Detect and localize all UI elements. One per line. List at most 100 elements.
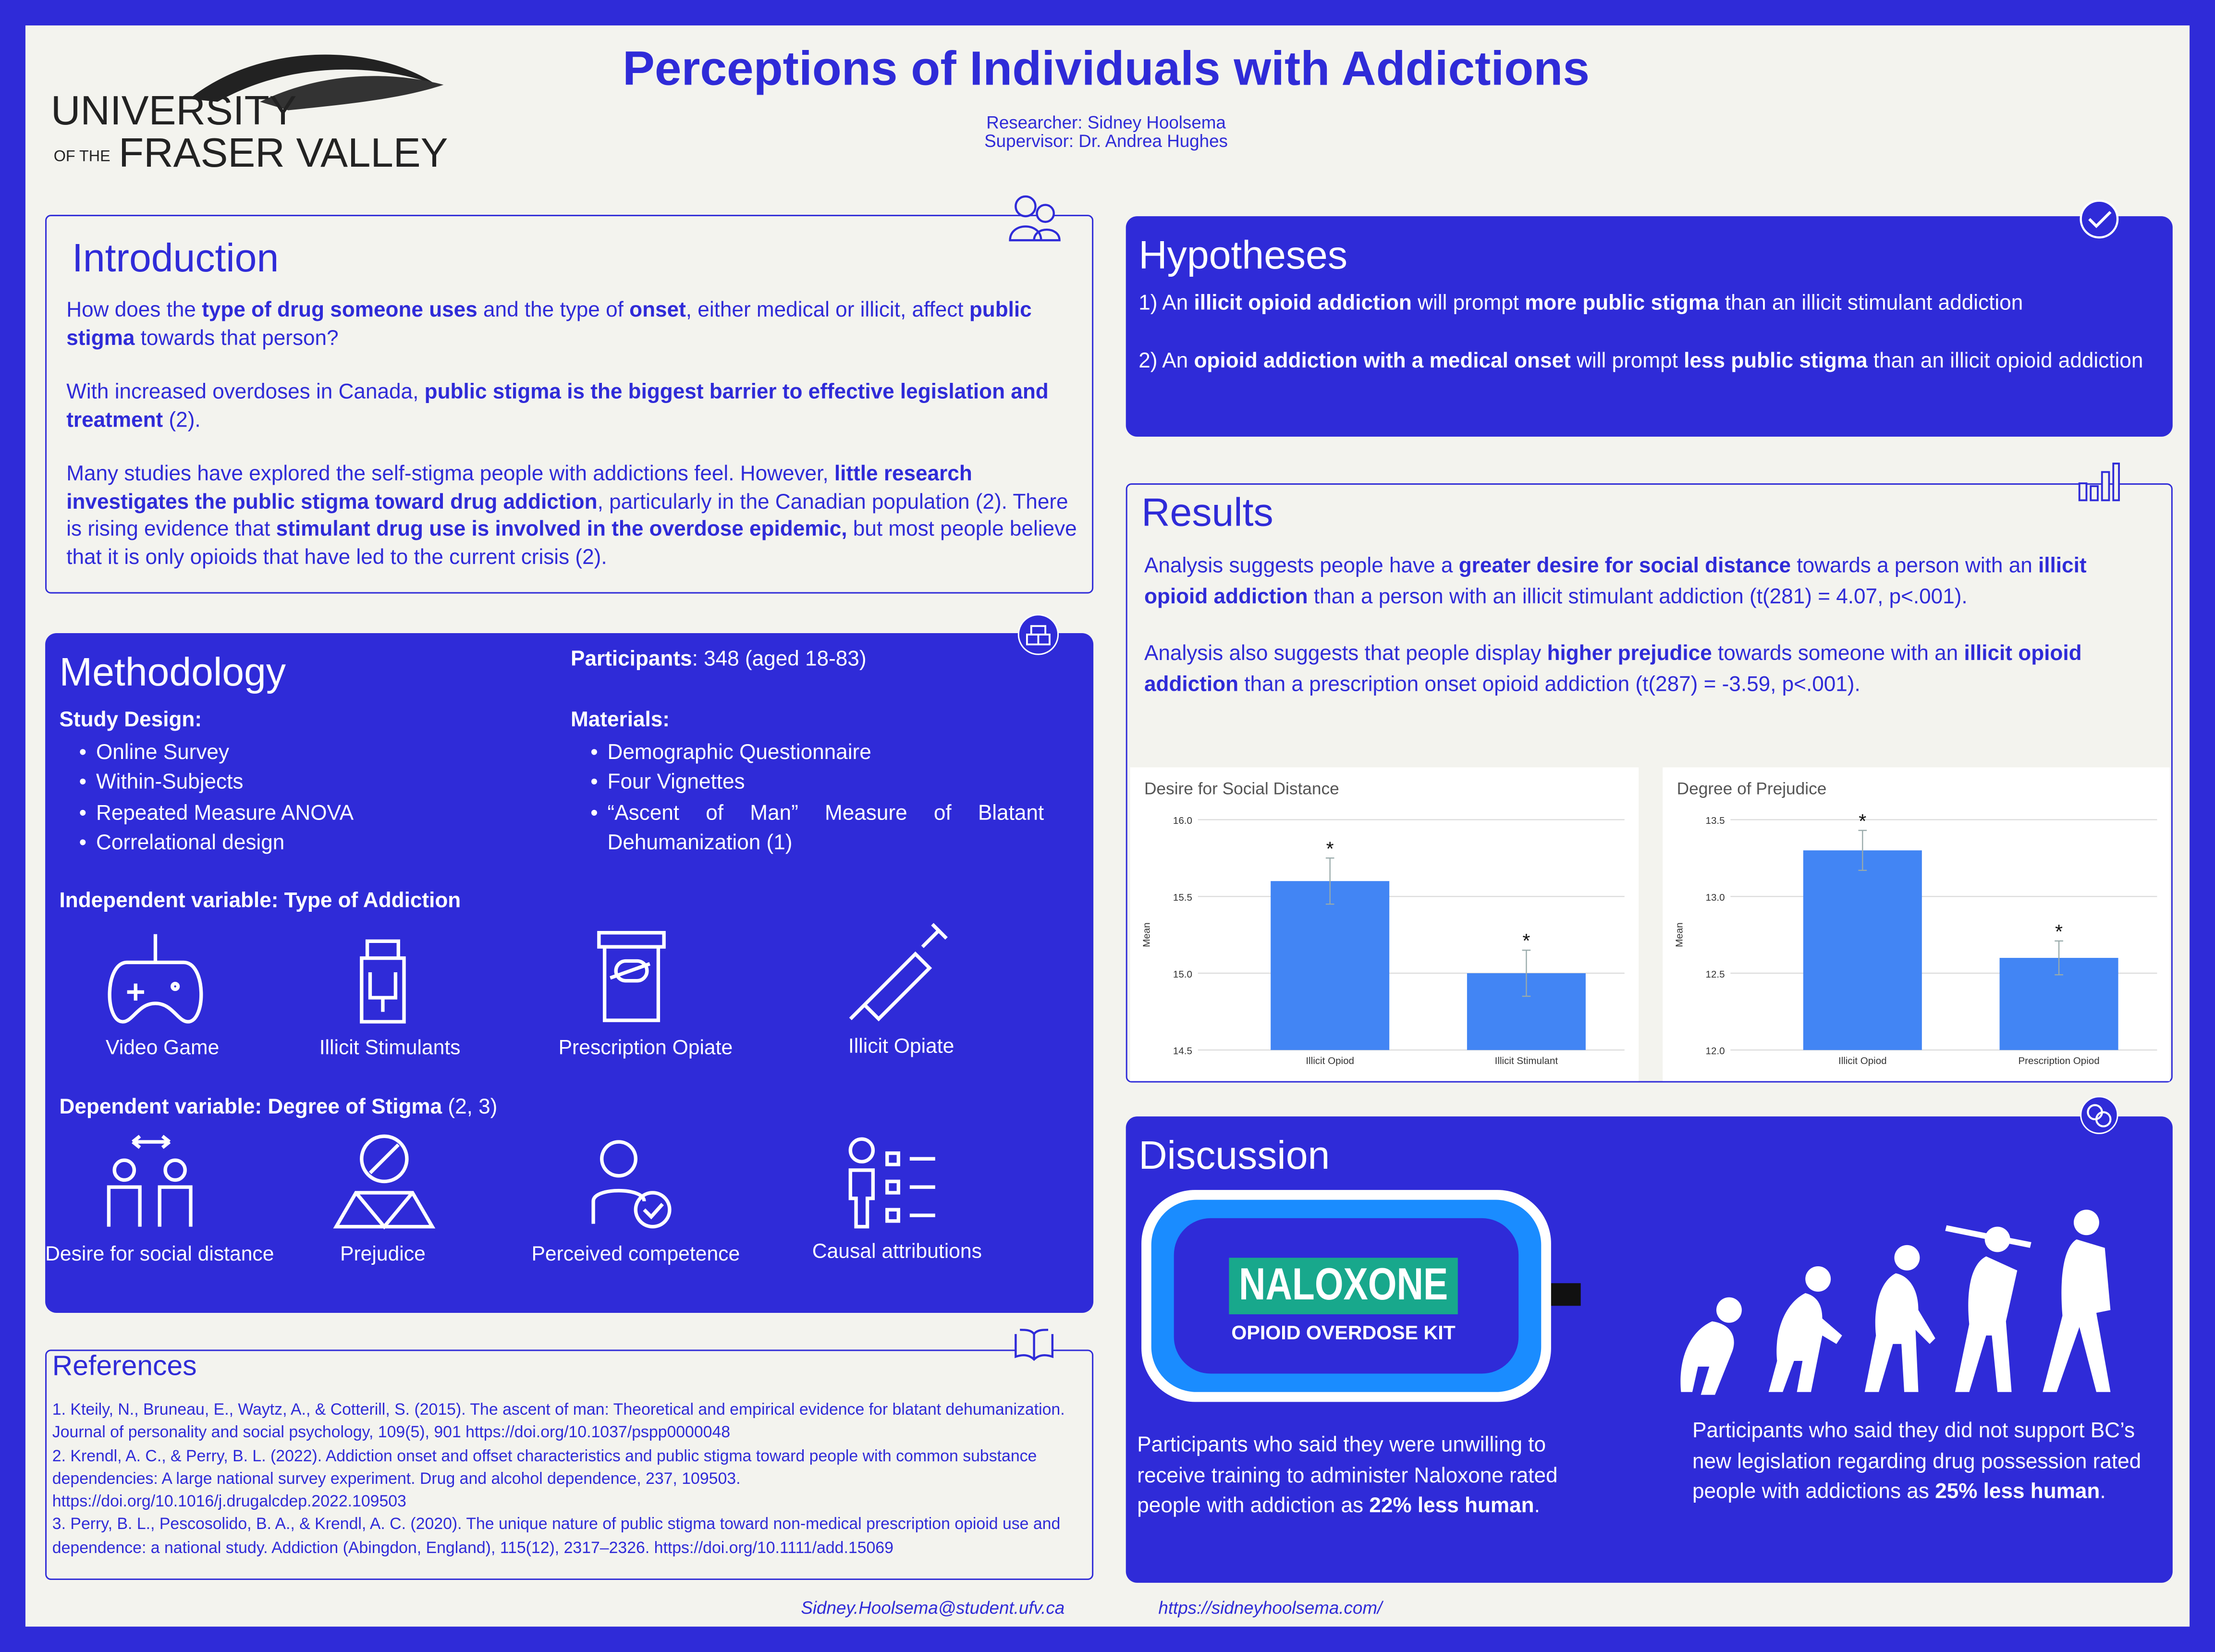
bold-text: illicit opioid addiction	[1144, 554, 2087, 609]
list-item: “Ascent of Man” Measure of Blatant Dehum…	[590, 798, 1044, 859]
figure	[1864, 1245, 1935, 1392]
x-tick-label: Illicit Stimulant	[1495, 1055, 1558, 1066]
references-box: References 1. Kteily, N., Bruneau, E., W…	[45, 1349, 1094, 1580]
text: How does the	[66, 298, 202, 322]
y-tick-label: 13.5	[1706, 815, 1725, 826]
text: .	[1534, 1493, 1540, 1518]
icon-gamepad	[108, 934, 203, 1024]
kit-tab	[1549, 1283, 1581, 1306]
text: With increased overdoses in Canada,	[66, 380, 425, 404]
iv-label: Illicit Stimulants	[319, 1037, 461, 1060]
materials: Materials: Demographic QuestionnaireFour…	[571, 707, 1044, 858]
heading: Materials:	[571, 708, 670, 732]
list-item: Within-Subjects	[79, 767, 539, 797]
error-bar	[1522, 949, 1531, 997]
logo-line: OF THE	[54, 147, 110, 164]
heading: Study Design:	[59, 708, 202, 732]
significance-mark: *	[1859, 810, 1866, 832]
icon-competence	[643, 1203, 664, 1220]
text: , particularly in the Canadian populatio…	[66, 489, 1068, 541]
researcher: Researcher: Sidney Hoolsema	[986, 113, 1226, 133]
bold-text: greater desire for social distance	[1458, 554, 1791, 578]
bar	[1271, 881, 1390, 1050]
icon-check	[2080, 199, 2119, 239]
icon-attributions	[848, 1137, 875, 1163]
paragraph: Participants who said they did not suppo…	[1692, 1416, 2152, 1507]
y-tick-label: 15.0	[1173, 969, 1192, 980]
bold-text: less public stigma	[1684, 348, 1868, 373]
paragraph: Analysis suggests people have a greater …	[1144, 551, 2147, 612]
paragraph: Many studies have explored the self-stig…	[66, 461, 1083, 571]
list-item: Online Survey	[79, 737, 539, 767]
y-tick-label: 15.5	[1173, 892, 1192, 903]
icon-gamepad	[171, 981, 180, 991]
figure	[1945, 1225, 2031, 1392]
email[interactable]: Sidney.Hoolsema@student.ufv.ca	[801, 1598, 1065, 1618]
section-title: Introduction	[72, 236, 279, 280]
bold-text: higher prejudice	[1547, 641, 1712, 666]
list-item: Correlational design	[79, 828, 539, 858]
bold-text: onset	[629, 298, 686, 322]
intro-text: How does the type of drug someone uses a…	[66, 297, 1083, 598]
iv-label: Prescription Opiate	[558, 1037, 733, 1060]
list-item: Repeated Measure ANOVA	[79, 798, 539, 828]
method-icons	[107, 923, 948, 1230]
text: , either medical or illicit, affect	[685, 298, 969, 322]
y-axis-label: Mean	[1141, 922, 1152, 947]
title: Perceptions of Individuals with Addictio…	[623, 42, 1590, 97]
logo-swoosh	[189, 54, 437, 102]
y-tick-label: 14.5	[1173, 1046, 1192, 1057]
heading: Independent variable: Type of Addiction	[59, 889, 461, 913]
bold-text: 22% less human	[1369, 1493, 1534, 1518]
hypotheses-text: 1) An illicit opioid addiction will prom…	[1138, 288, 2155, 403]
icon-pills	[597, 930, 666, 1022]
discussion-box: Discussion NALOXONE OPIOID OVERDOSE KIT …	[1126, 1116, 2173, 1583]
text: than an illicit opioid addiction	[1867, 348, 2143, 373]
text: towards someone with an	[1712, 641, 1964, 666]
significance-mark: *	[1522, 930, 1530, 952]
evolution-graphic	[1680, 1210, 2111, 1395]
section-title: Results	[1141, 490, 1273, 535]
y-axis-label: Mean	[1674, 922, 1685, 947]
bold-text: opioid addiction with a medical onset	[1194, 348, 1571, 373]
bold-text: illicit opioid addiction	[1194, 291, 1412, 316]
logo-line: FRASER VALLEY	[119, 130, 448, 176]
kit-label	[1229, 1258, 1458, 1314]
section-title: References	[52, 1351, 197, 1383]
figure	[1768, 1266, 1842, 1392]
results-text: Analysis suggests people have a greater …	[1144, 551, 2147, 726]
iv-label: Illicit Opiate	[848, 1036, 955, 1059]
paragraph: With increased overdoses in Canada, publ…	[66, 379, 1083, 434]
dv-label: Causal attributions	[812, 1240, 982, 1264]
paragraph: How does the type of drug someone uses a…	[66, 297, 1083, 352]
x-tick-label: Illicit Opiod	[1838, 1055, 1887, 1066]
icon-gamepad	[127, 983, 144, 1001]
reference: 1. Kteily, N., Bruneau, E., Waytz, A., &…	[52, 1402, 1065, 1442]
icon-pills	[614, 959, 649, 983]
y-tick-label: 16.0	[1173, 815, 1192, 826]
iv-label: Video Game	[106, 1037, 220, 1060]
text: Participants who said they were unwillin…	[1137, 1433, 1558, 1518]
credits: Researcher: Sidney Hoolsema Supervisor: …	[820, 114, 1393, 151]
text: Analysis suggests people have a	[1144, 554, 1459, 578]
figure	[1680, 1297, 1742, 1395]
text: than a prescription onset opioid addicti…	[1238, 672, 1860, 696]
introduction-box: Introduction How does the type of drug s…	[45, 215, 1094, 594]
iv-heading: Independent variable: Type of Addiction	[60, 888, 461, 915]
icon-chat	[2080, 1096, 2118, 1134]
methodology-box: Methodology Study Design: Online SurveyW…	[45, 633, 1094, 1313]
figure	[2043, 1210, 2111, 1392]
dv-label: Prejudice	[340, 1243, 426, 1266]
kit-subtitle: OPIOID OVERDOSE KIT	[1231, 1322, 1455, 1344]
y-tick-label: 12.5	[1706, 969, 1725, 980]
results-box: Results Analysis suggests people have a …	[1126, 483, 2173, 1083]
text: (2).	[163, 407, 201, 432]
text: 1) An	[1138, 291, 1194, 316]
website[interactable]: https://sidneyhoolsema.com/	[1158, 1598, 1383, 1618]
reference: 3. Perry, B. L., Pescosolido, B. A., & K…	[52, 1517, 1061, 1557]
icon-syringe	[849, 923, 948, 1022]
chart-title: Desire for Social Distance	[1144, 779, 1339, 798]
text: 2) An	[1138, 348, 1194, 373]
